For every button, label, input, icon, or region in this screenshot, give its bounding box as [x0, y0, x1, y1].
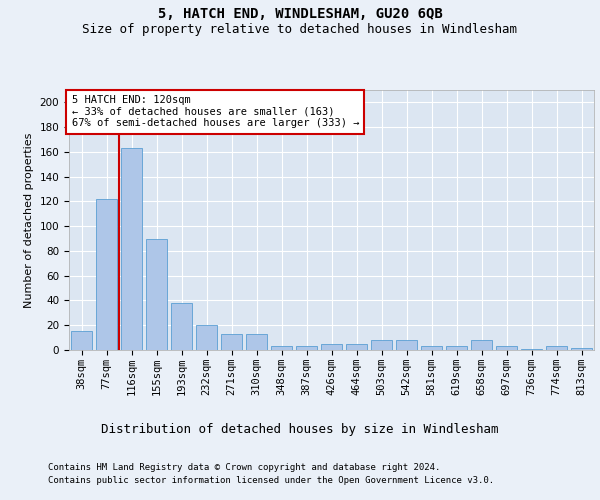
Bar	[421, 346, 442, 350]
Bar	[196, 325, 217, 350]
Bar	[171, 303, 192, 350]
Bar	[371, 340, 392, 350]
Bar	[146, 238, 167, 350]
Bar	[471, 340, 492, 350]
Bar	[321, 344, 342, 350]
Bar	[121, 148, 142, 350]
Bar	[96, 199, 117, 350]
Text: Contains public sector information licensed under the Open Government Licence v3: Contains public sector information licen…	[48, 476, 494, 485]
Bar	[571, 348, 592, 350]
Bar	[221, 334, 242, 350]
Bar	[396, 340, 417, 350]
Text: Contains HM Land Registry data © Crown copyright and database right 2024.: Contains HM Land Registry data © Crown c…	[48, 462, 440, 471]
Text: Size of property relative to detached houses in Windlesham: Size of property relative to detached ho…	[83, 22, 517, 36]
Text: 5 HATCH END: 120sqm
← 33% of detached houses are smaller (163)
67% of semi-detac: 5 HATCH END: 120sqm ← 33% of detached ho…	[71, 95, 359, 128]
Bar	[496, 346, 517, 350]
Y-axis label: Number of detached properties: Number of detached properties	[24, 132, 34, 308]
Text: 5, HATCH END, WINDLESHAM, GU20 6QB: 5, HATCH END, WINDLESHAM, GU20 6QB	[158, 8, 442, 22]
Bar	[246, 334, 267, 350]
Bar	[296, 346, 317, 350]
Bar	[521, 349, 542, 350]
Bar	[271, 346, 292, 350]
Bar	[446, 346, 467, 350]
Bar	[346, 344, 367, 350]
Bar	[71, 332, 92, 350]
Text: Distribution of detached houses by size in Windlesham: Distribution of detached houses by size …	[101, 422, 499, 436]
Bar	[546, 346, 567, 350]
